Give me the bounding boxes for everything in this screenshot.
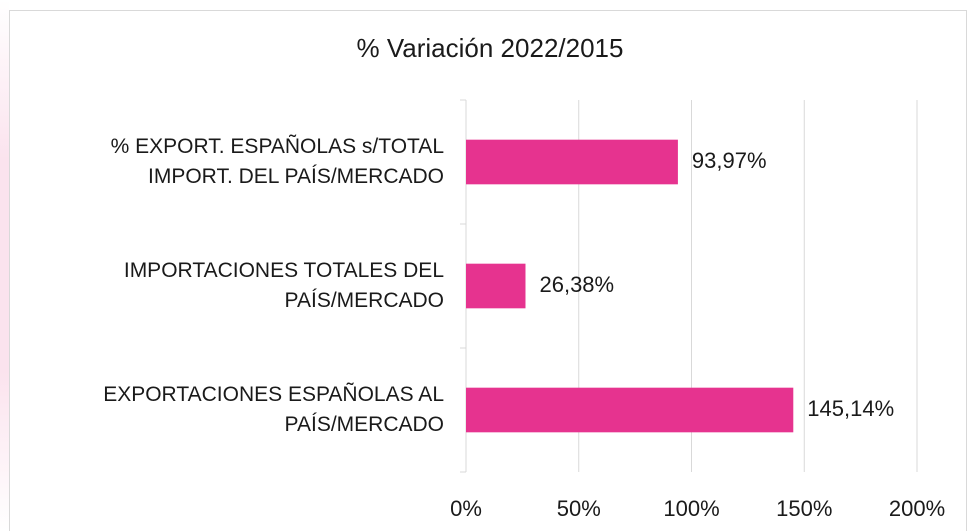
data-label: 26,38%	[539, 272, 614, 297]
chart-border	[9, 10, 967, 531]
y-tick-label: EXPORTACIONES ESPAÑOLAS AL PAÍS/MERCADO	[103, 383, 444, 436]
x-tick-label: 50%	[557, 496, 601, 521]
bar	[466, 263, 526, 309]
y-tick-label: IMPORTACIONES TOTALES DEL PAÍS/MERCADO	[123, 259, 444, 312]
x-tick-label: 0%	[450, 496, 482, 521]
x-tick-label: 150%	[776, 496, 832, 521]
x-tick-label: 100%	[663, 496, 719, 521]
bar	[466, 139, 678, 185]
chart-title: % Variación 2022/2015	[357, 33, 624, 63]
bar	[466, 387, 794, 433]
data-label: 93,97%	[692, 148, 767, 173]
background-strip	[0, 0, 9, 531]
y-tick-label: % EXPORT. ESPAÑOLAS s/TOTAL IMPORT. DEL …	[110, 135, 444, 188]
data-label: 145,14%	[807, 396, 894, 421]
x-tick-label: 200%	[889, 496, 945, 521]
